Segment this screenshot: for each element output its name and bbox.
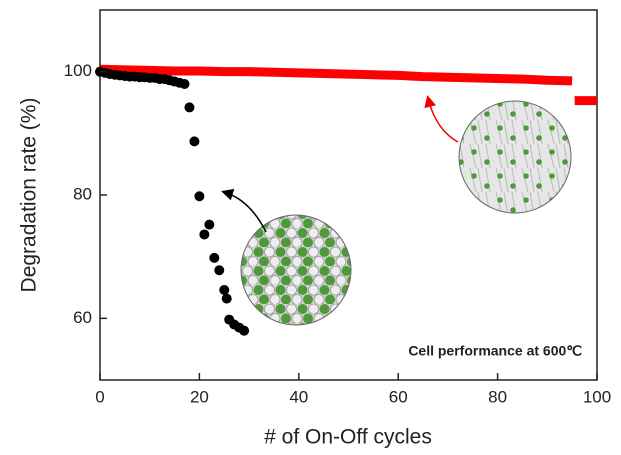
point [179,79,190,89]
point [204,219,215,230]
x-tick-label: 100 [583,387,611,406]
point [209,252,220,263]
y-tick-label: 100 [64,61,92,80]
x-tick-label: 80 [488,387,507,406]
x-axis-label: # of On-Off cycles [264,426,432,449]
point [221,293,232,304]
point [214,265,225,276]
x-tick-label: 40 [289,387,308,406]
x-tick-label: 0 [95,387,104,406]
point [189,136,200,147]
y-axis-label: Degradation rate (%) [18,98,41,293]
y-tick-label: 80 [73,184,92,203]
inset-striated [458,100,572,214]
marks [95,64,597,336]
arrow [424,95,459,143]
point [239,325,250,336]
arrow [221,188,267,233]
y-tick-label: 60 [73,308,92,327]
series-band [99,64,597,106]
x-tick-label: 60 [389,387,408,406]
inset-particles [240,214,352,326]
point [184,102,195,113]
point [199,229,210,240]
point [194,191,205,202]
annotation: Cell performance at 600℃ [408,343,582,359]
point [219,284,230,295]
x-tick-label: 20 [190,387,209,406]
